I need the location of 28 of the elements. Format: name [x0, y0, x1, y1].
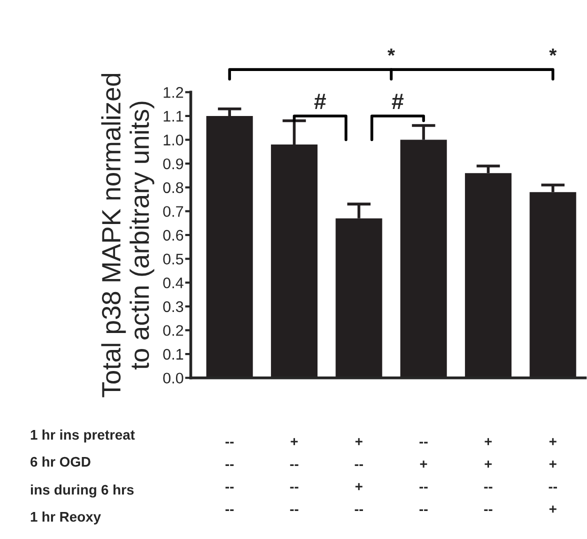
text: 1 hr Reoxy — [30, 512, 101, 524]
text: 1 hr ins pretreat — [30, 430, 135, 442]
y-tick-label: 0.6 — [163, 230, 184, 241]
category-label: -- -- -- -- — [225, 442, 234, 511]
y-tick-label: 0.3 — [163, 301, 184, 312]
y-tick-label: 0.1 — [163, 348, 184, 360]
y-tick-label: 0.2 — [163, 325, 184, 336]
y-tick-label: 1.0 — [164, 134, 184, 146]
category-label: + + -- -- — [484, 438, 492, 511]
annotation: # — [314, 94, 326, 109]
category-label: + + -- + — [548, 438, 557, 513]
text: 6 hr OGD — [30, 456, 90, 467]
text: ins during 6 hrs — [30, 484, 134, 498]
category-label: + -- -- -- — [290, 438, 298, 511]
text: * — [549, 48, 557, 56]
y-tick-label: 0.7 — [163, 206, 184, 217]
y-tick-label: 0.4 — [163, 277, 184, 288]
y-tick-label: 1.2 — [164, 87, 184, 98]
text: * — [388, 48, 396, 56]
y-tick-label: 0.8 — [163, 182, 184, 194]
y-tick-label: 1.1 — [164, 111, 184, 122]
annotation: # — [392, 94, 404, 109]
y-tick-label: 0.0 — [163, 372, 184, 384]
category-label: + -- + -- — [354, 438, 363, 511]
category-label: -- + -- -- — [419, 442, 428, 511]
y-tick-label: 0.9 — [163, 158, 184, 170]
y-axis-title: Total p38 MAPK normalized to actin (arbitrary units) — [101, 74, 154, 398]
y-tick-label: 0.5 — [163, 254, 184, 264]
